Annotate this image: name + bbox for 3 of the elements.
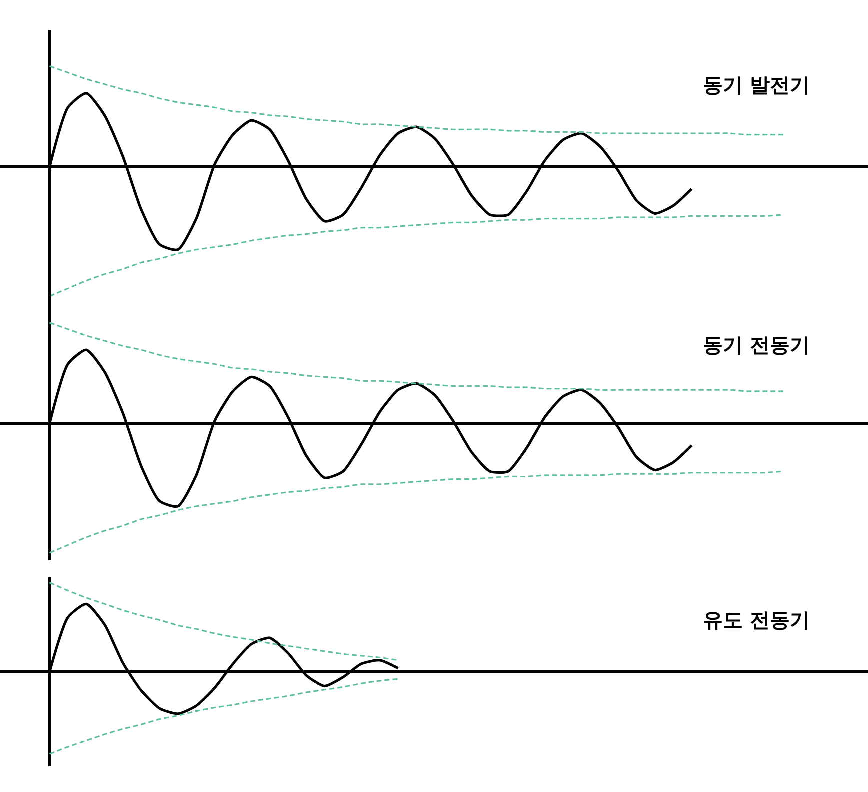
text: 동기 전동기 bbox=[703, 333, 810, 357]
chart-title: 동기 발전기 bbox=[703, 73, 810, 97]
text: 유도 전동기 bbox=[703, 608, 810, 632]
